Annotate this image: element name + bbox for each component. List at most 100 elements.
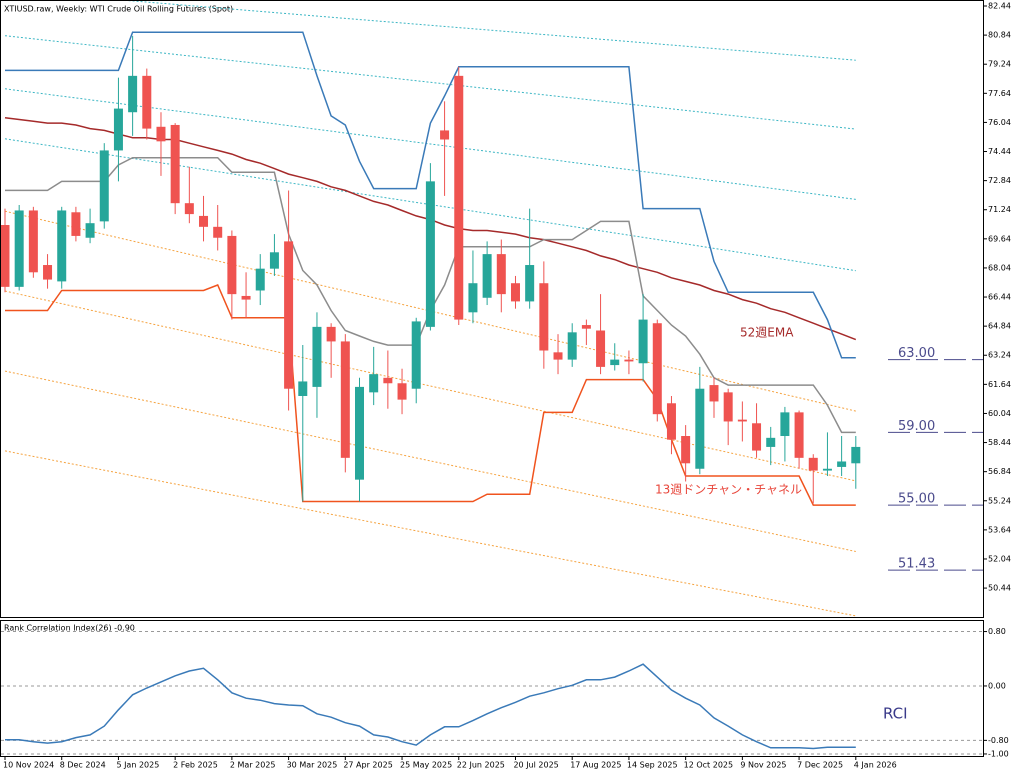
x-tick-label: 17 Aug 2025: [570, 761, 621, 770]
candle-body: [170, 124, 180, 204]
candle-body: [227, 235, 237, 295]
main-pane: [0, 0, 984, 618]
annotation: 13週ドンチャン・チャネル: [655, 483, 802, 497]
y-tick-label: -0.80: [988, 736, 1009, 745]
y-tick-label: 66.44: [988, 293, 1011, 302]
candle-body: [666, 403, 676, 440]
level-label: 55.00: [898, 492, 935, 507]
candle-body: [156, 126, 166, 142]
rci-pane: [0, 620, 984, 757]
level-label: 59.00: [898, 419, 935, 434]
x-tick-label: 20 Jul 2025: [513, 761, 558, 770]
candle-body: [752, 423, 762, 451]
y-tick-label: 69.64: [988, 234, 1011, 243]
y-tick-label: 53.64: [988, 525, 1011, 534]
x-tick-label: 8 Dec 2024: [60, 761, 106, 770]
candle-body: [638, 319, 648, 364]
channel-band: [4, 138, 856, 272]
candle-body: [624, 359, 634, 362]
annotation: 52週EMA: [740, 326, 794, 340]
candle-body: [482, 254, 492, 298]
level-label: 63.00: [898, 346, 935, 361]
channel-band: [4, 370, 856, 552]
candle-body: [837, 461, 847, 467]
candle-body: [1, 225, 10, 287]
y-tick-label: 58.44: [988, 438, 1011, 447]
candle-body: [553, 352, 563, 360]
candle-body: [766, 437, 776, 447]
x-tick-label: 30 Mar 2025: [287, 761, 338, 770]
candle-body: [57, 210, 67, 282]
x-tick-label: 27 Apr 2025: [343, 761, 392, 770]
candle-body: [340, 341, 350, 458]
candle-body: [695, 388, 705, 469]
x-tick-label: 12 Oct 2025: [684, 761, 733, 770]
candle-body: [822, 468, 832, 471]
x-tick-label: 4 Jan 2026: [854, 761, 897, 770]
candle-body: [113, 108, 123, 151]
candle-body: [128, 75, 138, 113]
x-tick-label: 22 Jun 2025: [457, 761, 505, 770]
channel-band: [4, 88, 856, 200]
y-tick-label: 0.80: [988, 627, 1006, 636]
y-tick-label: -1.00: [988, 749, 1009, 758]
candle-body: [525, 265, 535, 302]
y-tick-label: 60.04: [988, 409, 1011, 418]
y-tick-label: 80.84: [988, 31, 1011, 40]
candle-body: [184, 203, 194, 215]
x-tick-label: 2 Feb 2025: [173, 761, 218, 770]
candle-body: [851, 446, 861, 464]
channel-band: [4, 450, 856, 617]
indicator-line: [5, 284, 856, 506]
rci-annotation: RCI: [883, 705, 908, 723]
y-tick-label: 68.04: [988, 263, 1011, 272]
y-tick-label: 79.24: [988, 60, 1011, 69]
x-tick-label: 2 Mar 2025: [230, 761, 276, 770]
candle-body: [737, 419, 747, 422]
candle-body: [241, 295, 251, 300]
candle-body: [468, 283, 478, 313]
y-tick-label: 52.04: [988, 554, 1011, 563]
candle-body: [14, 210, 24, 287]
candle-body: [43, 265, 53, 280]
candle-body: [284, 241, 294, 389]
candle-body: [808, 457, 818, 471]
channel-band: [4, 290, 856, 482]
candle-body: [99, 150, 109, 222]
y-tick-label: 76.04: [988, 118, 1011, 127]
candle-body: [383, 377, 393, 384]
x-tick-label: 7 Dec 2025: [797, 761, 843, 770]
candle-body: [411, 321, 421, 389]
x-tick-label: 25 May 2025: [400, 761, 452, 770]
candle-body: [326, 326, 336, 342]
candle-body: [85, 223, 95, 238]
candle-body: [496, 254, 506, 295]
candle-body: [596, 330, 606, 367]
y-tick-label: 50.44: [988, 584, 1011, 593]
x-tick-label: 14 Sep 2025: [627, 761, 678, 770]
level-label: 51.43: [898, 557, 935, 572]
y-tick-label: 61.64: [988, 380, 1011, 389]
x-tick-label: 5 Jan 2025: [116, 761, 159, 770]
y-tick-label: 77.64: [988, 89, 1011, 98]
candle-body: [723, 392, 733, 422]
y-tick-label: 0.00: [988, 681, 1006, 690]
candle-body: [298, 381, 308, 396]
candle-body: [269, 252, 279, 269]
candle-body: [312, 326, 322, 387]
y-tick-label: 72.84: [988, 176, 1011, 185]
rci-line: [5, 663, 856, 750]
candle-body: [581, 325, 591, 329]
x-tick-label: 10 Nov 2024: [3, 761, 54, 770]
candle-body: [440, 130, 450, 140]
candle-body: [71, 212, 81, 236]
candle-body: [610, 359, 620, 366]
y-tick-label: 63.24: [988, 351, 1011, 360]
chart-title: XTIUSD.raw, Weekly: WTI Crude Oil Rollin…: [4, 5, 233, 14]
y-tick-label: 56.84: [988, 467, 1011, 476]
candle-body: [199, 215, 209, 227]
y-tick-label: 55.24: [988, 496, 1011, 505]
candle-body: [142, 75, 152, 129]
candle-body: [213, 226, 223, 238]
